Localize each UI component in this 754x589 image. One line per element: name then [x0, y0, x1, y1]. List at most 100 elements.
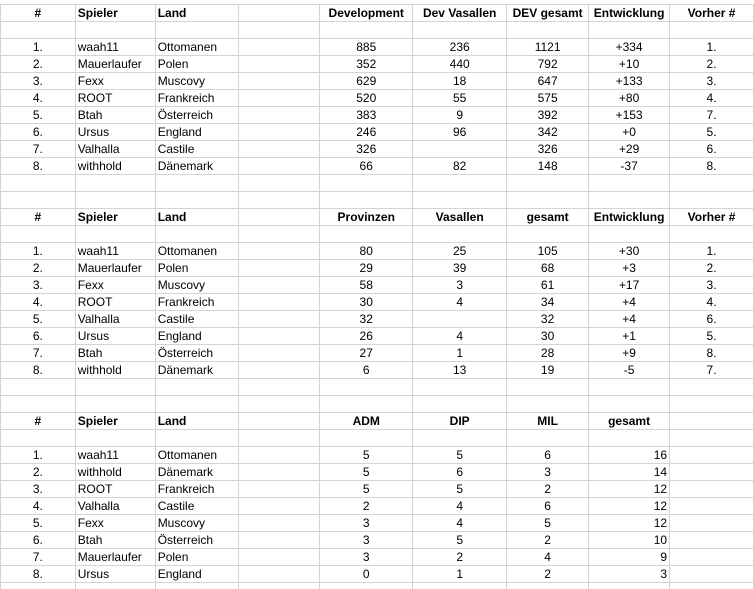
cell [237, 463, 321, 481]
cell: 3 [319, 531, 414, 549]
cell [412, 21, 508, 39]
cell: 5 [319, 480, 414, 498]
cell [237, 157, 321, 175]
cell: 8. [0, 157, 76, 175]
data-row: 6. Ursus England 246 96 342 +0 5. [0, 123, 754, 141]
cell: Fexx [74, 514, 156, 532]
header-cell: Vasallen [412, 208, 508, 226]
cell [506, 174, 590, 192]
cell: Muscovy [154, 72, 239, 90]
cell [237, 514, 321, 532]
cell [154, 395, 239, 413]
cell: Btah [74, 531, 156, 549]
cell [237, 106, 321, 124]
header-cell [237, 4, 321, 22]
cell [412, 140, 508, 158]
cell: 4 [506, 548, 590, 566]
cell: waah11 [74, 242, 156, 260]
cell: Castile [154, 140, 239, 158]
cell [154, 378, 239, 396]
data-row: 7. Mauerlaufer Polen 3 2 4 9 [0, 548, 754, 566]
cell: 6 [319, 361, 414, 379]
cell: 792 [506, 55, 590, 73]
cell: 4. [0, 497, 76, 515]
cell: waah11 [74, 38, 156, 56]
cell: 3 [319, 514, 414, 532]
data-row: 8. withhold Dänemark 66 82 148 -37 8. [0, 157, 754, 175]
cell: Muscovy [154, 276, 239, 294]
cell: withhold [74, 463, 156, 481]
cell: +17 [588, 276, 671, 294]
cell: 105 [506, 242, 590, 260]
cell: 4. [669, 293, 754, 311]
cell: 5 [412, 446, 508, 464]
cell: +80 [588, 89, 671, 107]
header-cell: Spieler [74, 412, 156, 430]
cell: 5 [412, 480, 508, 498]
cell [506, 21, 590, 39]
header-cell: # [0, 412, 76, 430]
cell [154, 582, 239, 589]
data-row: 4. ROOT Frankreich 30 4 34 +4 4. [0, 293, 754, 311]
cell [74, 21, 156, 39]
cell: Dänemark [154, 361, 239, 379]
cell [74, 174, 156, 192]
cell: 10 [588, 531, 671, 549]
cell [0, 378, 76, 396]
cell [319, 191, 414, 209]
cell: 29 [319, 259, 414, 277]
cell: 148 [506, 157, 590, 175]
cell [237, 531, 321, 549]
header-row: # Spieler Land ADM DIP MIL gesamt [0, 412, 754, 430]
cell [506, 395, 590, 413]
header-cell: gesamt [588, 412, 671, 430]
cell: 5. [669, 327, 754, 345]
data-row: 5. Btah Österreich 383 9 392 +153 7. [0, 106, 754, 124]
cell: 8. [0, 361, 76, 379]
cell [669, 565, 754, 583]
cell [74, 429, 156, 447]
data-row: 2. Mauerlaufer Polen 352 440 792 +10 2. [0, 55, 754, 73]
data-row: 7. Btah Österreich 27 1 28 +9 8. [0, 344, 754, 362]
cell: withhold [74, 157, 156, 175]
cell: Frankreich [154, 480, 239, 498]
cell [237, 480, 321, 498]
cell: +4 [588, 310, 671, 328]
header-cell [237, 412, 321, 430]
cell [588, 21, 671, 39]
cell [237, 344, 321, 362]
empty-row [0, 191, 754, 209]
cell: 9 [588, 548, 671, 566]
cell [588, 429, 671, 447]
cell [237, 38, 321, 56]
cell [237, 378, 321, 396]
cell: 383 [319, 106, 414, 124]
cell [669, 463, 754, 481]
cell [588, 191, 671, 209]
cell: 2. [0, 463, 76, 481]
cell [237, 497, 321, 515]
cell [669, 378, 754, 396]
cell: 82 [412, 157, 508, 175]
cell [669, 21, 754, 39]
cell: 80 [319, 242, 414, 260]
cell [74, 378, 156, 396]
cell: Valhalla [74, 140, 156, 158]
cell: 96 [412, 123, 508, 141]
cell: 4. [669, 89, 754, 107]
cell: 5 [412, 531, 508, 549]
cell: Frankreich [154, 89, 239, 107]
empty-row [0, 225, 754, 243]
data-row: 3. Fexx Muscovy 629 18 647 +133 3. [0, 72, 754, 90]
cell: 326 [506, 140, 590, 158]
cell: 236 [412, 38, 508, 56]
cell: 12 [588, 497, 671, 515]
data-row: 5. Valhalla Castile 32 32 +4 6. [0, 310, 754, 328]
cell [669, 395, 754, 413]
cell: 16 [588, 446, 671, 464]
cell [319, 174, 414, 192]
cell: +1 [588, 327, 671, 345]
header-cell: Dev Vasallen [412, 4, 508, 22]
cell [669, 225, 754, 243]
cell: 8. [669, 344, 754, 362]
